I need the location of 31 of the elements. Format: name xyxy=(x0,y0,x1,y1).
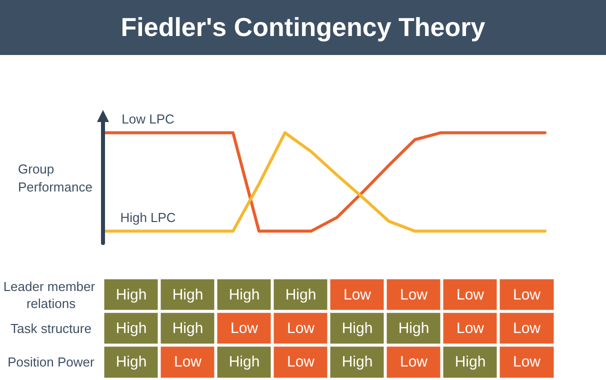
text: Low xyxy=(456,286,484,304)
text: High xyxy=(342,354,373,371)
text: Low xyxy=(230,320,258,337)
text: High xyxy=(116,286,147,304)
text: Low xyxy=(512,354,541,371)
category-label: Task structure xyxy=(10,321,92,336)
chart-title: Fiedler's Contingency Theory xyxy=(0,0,606,55)
text: Low xyxy=(512,320,541,337)
text: High xyxy=(228,286,260,304)
text: High xyxy=(342,320,373,337)
text: High xyxy=(116,320,147,337)
text: Low xyxy=(456,320,484,337)
text: Low xyxy=(286,320,315,337)
text: High xyxy=(398,320,430,337)
text: High xyxy=(116,354,147,371)
text: High xyxy=(228,354,260,371)
text: Low xyxy=(512,286,541,304)
category-label: Leader member relations xyxy=(3,278,96,311)
text: High xyxy=(172,320,204,337)
text: High xyxy=(285,286,316,304)
text: Low xyxy=(286,354,315,371)
series-label: Low LPC xyxy=(122,112,174,127)
text: Low xyxy=(343,286,372,304)
category-label: Position Power xyxy=(8,354,94,370)
text: High xyxy=(172,286,204,304)
y-axis-title: Group Performance xyxy=(18,162,92,194)
text: Low xyxy=(174,354,202,371)
text: Low xyxy=(400,354,428,371)
text: Low xyxy=(400,286,428,304)
text: High xyxy=(454,354,486,371)
series-label: High LPC xyxy=(120,210,176,226)
